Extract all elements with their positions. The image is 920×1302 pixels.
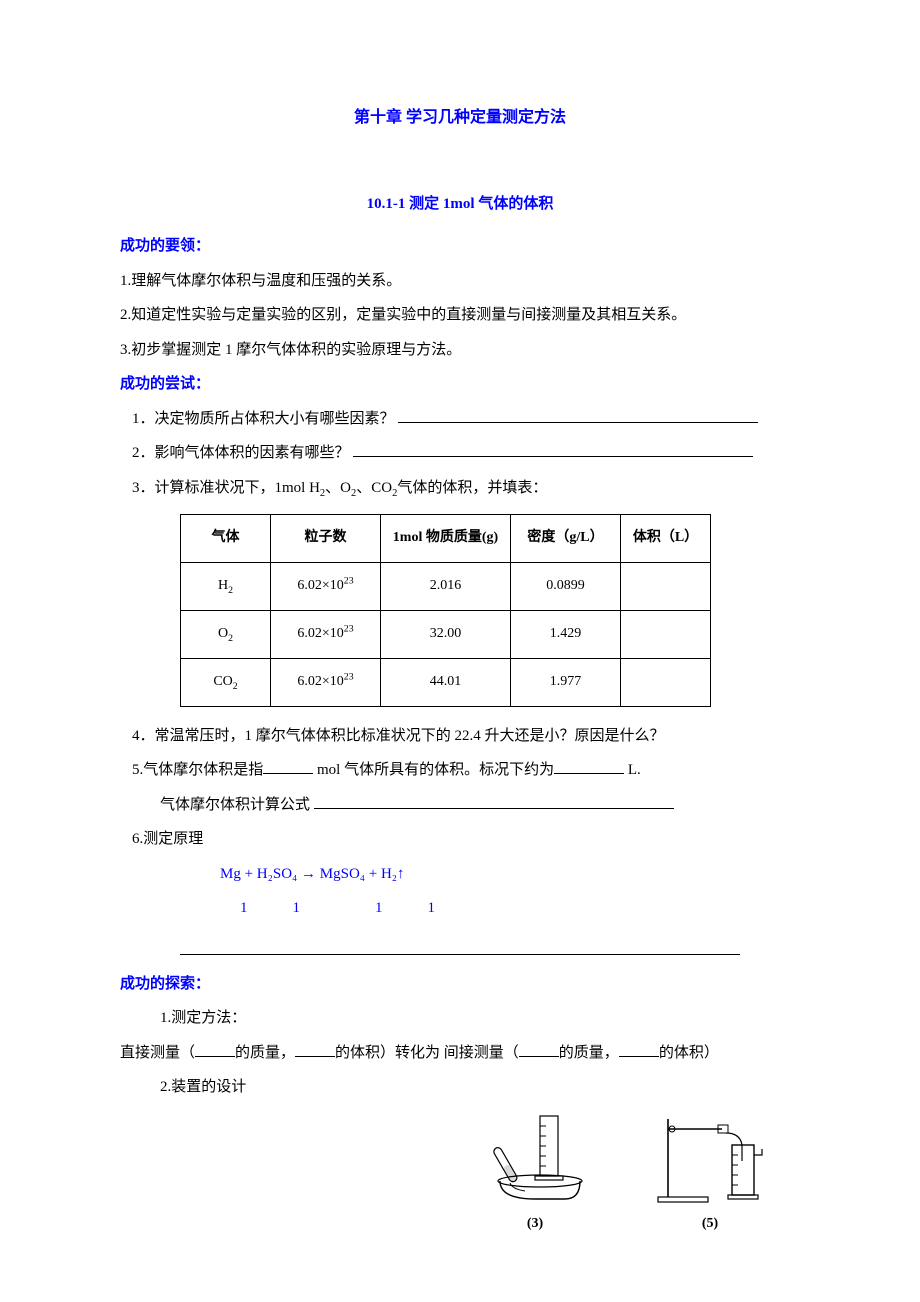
q3-mid2: 、CO [356,480,392,496]
table-row: O2 6.02×1023 32.00 1.429 [181,610,711,658]
s3-q2: 2.装置的设计 [120,1070,800,1105]
cell-particle: 6.02×1023 [271,562,381,610]
q3-prefix: 3．计算标准状况下，1mol H [132,480,320,496]
q2-text: 2．影响气体体积的因素有哪些？ [132,445,350,461]
q1-line: 1．决定物质所占体积大小有哪些因素？ [120,402,800,437]
blank [619,1043,659,1057]
cell-gas: H2 [181,562,271,610]
q3-line: 3．计算标准状况下，1mol H2、O2、CO2气体的体积，并填表： [120,471,800,506]
q5-blank1 [263,761,313,775]
table-row: CO2 6.02×1023 44.01 1.977 [181,658,711,706]
q1-text: 1．决定物质所占体积大小有哪些因素？ [132,411,395,427]
q6-label: 6.测定原理 [120,822,800,857]
divider-line [180,954,740,955]
cell-mass: 44.01 [381,658,511,706]
cell-gas: CO2 [181,658,271,706]
blank [295,1043,335,1057]
cell-density: 1.429 [511,610,621,658]
q5-formula-blank [314,795,674,809]
fig5-caption: (5) [650,1208,770,1240]
q5-p3: L. [624,762,641,778]
section-title: 10.1-1 测定 1mol 气体的体积 [120,187,800,222]
cell-mass: 32.00 [381,610,511,658]
cell-volume [621,562,711,610]
section2-heading: 成功的尝试： [120,367,800,402]
apparatus-3-icon [480,1111,590,1206]
q5-blank2 [554,761,624,775]
cell-mass: 2.016 [381,562,511,610]
gas-table: 气体 粒子数 1mol 物质质量(g) 密度（g/L） 体积（L） H2 6.0… [180,514,711,707]
s3-q1: 1.测定方法： [120,1001,800,1036]
chapter-title: 第十章 学习几种定量测定方法 [120,100,800,137]
col-density: 密度（g/L） [511,514,621,562]
q3-mid1: 、O [325,480,351,496]
col-mass: 1mol 物质质量(g) [381,514,511,562]
section3-heading: 成功的探索： [120,967,800,1002]
col-particle: 粒子数 [271,514,381,562]
equation-coeffs: 1 1 1 1 [120,891,800,926]
q3-suffix: 气体的体积，并填表： [397,480,547,496]
cell-density: 0.0899 [511,562,621,610]
fig3-caption: (3) [480,1208,590,1240]
col-volume: 体积（L） [621,514,711,562]
cell-particle: 6.02×1023 [271,610,381,658]
section1-heading: 成功的要领： [120,229,800,264]
section1-item-3: 3.初步掌握测定 1 摩尔气体体积的实验原理与方法。 [120,333,800,368]
section1-item-2: 2.知道定性实验与定量实验的区别，定量实验中的直接测量与间接测量及其相互关系。 [120,298,800,333]
q5-line: 5.气体摩尔体积是指 mol 气体所具有的体积。标况下约为 L. [120,753,800,788]
blank [519,1043,559,1057]
cell-volume [621,610,711,658]
q5-formula-line: 气体摩尔体积计算公式 [120,788,800,823]
figure-5: (5) [650,1111,770,1240]
apparatus-5-icon [650,1111,770,1206]
cell-gas: O2 [181,610,271,658]
s3-q1-detail: 直接测量（的质量，的体积）转化为 间接测量（的质量，的体积） [120,1036,800,1071]
q5-p1: 5.气体摩尔体积是指 [132,762,263,778]
cell-volume [621,658,711,706]
table-header-row: 气体 粒子数 1mol 物质质量(g) 密度（g/L） 体积（L） [181,514,711,562]
q4-line: 4．常温常压时，1 摩尔气体体积比标准状况下的 22.4 升大还是小？原因是什么… [120,719,800,754]
equation: Mg + H₂SO₄ → MgSO₄ + H₂↑ [120,857,800,892]
cell-density: 1.977 [511,658,621,706]
figure-3: (3) [480,1111,590,1240]
figures-row: (3) (5) [120,1111,800,1240]
cell-particle: 6.02×1023 [271,658,381,706]
q5-p2: mol 气体所具有的体积。标况下约为 [313,762,554,778]
q2-line: 2．影响气体体积的因素有哪些？ [120,436,800,471]
q2-blank [353,444,753,458]
section1-item-1: 1.理解气体摩尔体积与温度和压强的关系。 [120,264,800,299]
table-row: H2 6.02×1023 2.016 0.0899 [181,562,711,610]
col-gas: 气体 [181,514,271,562]
blank [195,1043,235,1057]
q1-blank [398,409,758,423]
q5-formula-label: 气体摩尔体积计算公式 [160,797,314,813]
